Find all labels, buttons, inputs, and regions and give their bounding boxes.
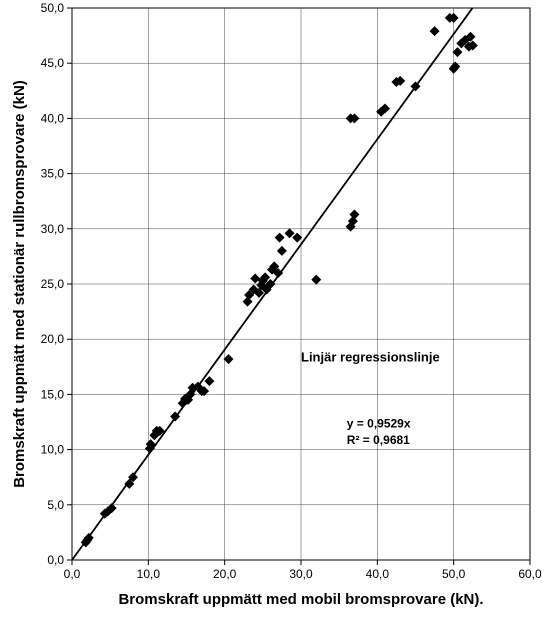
xtick-label: 30,0 — [289, 567, 313, 581]
regression-label: Linjär regressionslinje — [301, 349, 440, 364]
ytick-label: 20,0 — [41, 332, 65, 346]
data-point — [311, 275, 321, 285]
x-axis-title: Bromskraft uppmätt med mobil bromsprovar… — [118, 591, 483, 608]
xtick-label: 50,0 — [442, 567, 466, 581]
data-point — [204, 376, 214, 386]
ytick-label: 15,0 — [41, 387, 65, 401]
data-point — [292, 233, 302, 243]
ytick-label: 45,0 — [41, 56, 65, 70]
chart-svg: 0,0 10,0 20,0 30,0 40,0 50,0 60,0 0,0 5,0 10,0 15,… — [0, 0, 542, 622]
regression-r2: R² = 0,9681 — [347, 433, 410, 447]
regression-equation: y = 0,9529x — [347, 417, 411, 431]
data-point — [349, 209, 359, 219]
data-point — [275, 233, 285, 243]
data-point — [277, 246, 287, 256]
data-point — [250, 273, 260, 283]
xtick-label: 20,0 — [213, 567, 237, 581]
xtick-label: 0,0 — [64, 567, 81, 581]
data-point — [285, 228, 295, 238]
data-point — [430, 26, 440, 36]
ytick-label: 0,0 — [47, 553, 64, 567]
xtick-label: 60,0 — [518, 567, 542, 581]
ytick-label: 35,0 — [41, 167, 65, 181]
ytick-label: 10,0 — [41, 443, 65, 457]
xtick-label: 10,0 — [137, 567, 161, 581]
ytick-label: 30,0 — [41, 222, 65, 236]
ytick-label: 50,0 — [41, 1, 65, 15]
y-axis-title: Bromskraft uppmätt med stationär rullbro… — [11, 80, 28, 488]
xtick-label: 40,0 — [366, 567, 390, 581]
ytick-label: 25,0 — [41, 277, 65, 291]
scatter-chart: 0,0 10,0 20,0 30,0 40,0 50,0 60,0 0,0 5,0 10,0 15,… — [0, 0, 542, 622]
data-point — [452, 47, 462, 57]
ytick-label: 5,0 — [47, 498, 64, 512]
data-point — [223, 354, 233, 364]
ytick-label: 40,0 — [41, 111, 65, 125]
